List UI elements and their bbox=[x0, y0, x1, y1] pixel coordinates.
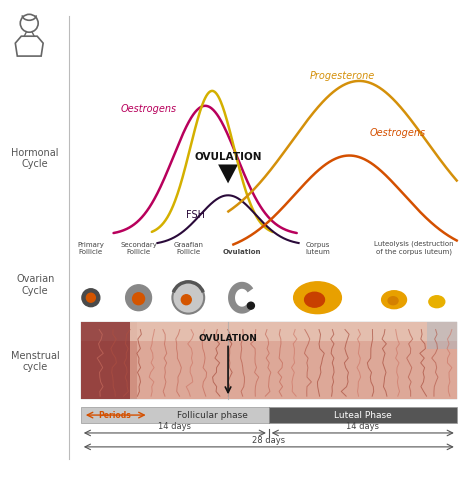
Text: Ovarian
Cycle: Ovarian Cycle bbox=[16, 274, 55, 296]
FancyBboxPatch shape bbox=[81, 322, 457, 341]
FancyBboxPatch shape bbox=[81, 322, 130, 399]
Text: Hormonal
Cycle: Hormonal Cycle bbox=[11, 148, 59, 169]
Ellipse shape bbox=[294, 282, 341, 314]
Text: Luteolysis (destruction
of the corpus luteum): Luteolysis (destruction of the corpus lu… bbox=[374, 241, 454, 255]
Circle shape bbox=[247, 302, 255, 309]
Circle shape bbox=[82, 289, 100, 307]
FancyBboxPatch shape bbox=[427, 322, 457, 349]
Text: OVULATION: OVULATION bbox=[199, 334, 257, 343]
Circle shape bbox=[126, 285, 152, 311]
Text: Primary
Follicle: Primary Follicle bbox=[77, 242, 104, 255]
Text: Graafian
Follicle: Graafian Follicle bbox=[173, 242, 203, 255]
Circle shape bbox=[86, 293, 95, 302]
Text: Oestrogens: Oestrogens bbox=[369, 128, 425, 138]
Text: OVULATION: OVULATION bbox=[194, 153, 262, 163]
FancyBboxPatch shape bbox=[137, 322, 457, 399]
Polygon shape bbox=[228, 282, 253, 314]
Text: Ovulation: Ovulation bbox=[223, 249, 261, 255]
FancyBboxPatch shape bbox=[269, 407, 457, 423]
FancyBboxPatch shape bbox=[81, 407, 269, 423]
Circle shape bbox=[182, 295, 191, 305]
Text: Follicular phase: Follicular phase bbox=[177, 411, 248, 419]
Ellipse shape bbox=[382, 291, 407, 309]
Circle shape bbox=[133, 293, 145, 305]
Text: Luteal Phase: Luteal Phase bbox=[334, 411, 392, 419]
Text: Oestrogens: Oestrogens bbox=[120, 104, 177, 114]
Text: 14 days: 14 days bbox=[158, 422, 191, 431]
Circle shape bbox=[173, 282, 204, 314]
Text: Corpus
luteum: Corpus luteum bbox=[305, 242, 330, 255]
Text: Secondary
Follicle: Secondary Follicle bbox=[120, 242, 157, 255]
Ellipse shape bbox=[305, 292, 325, 307]
Text: Menstrual
cycle: Menstrual cycle bbox=[11, 350, 60, 372]
Ellipse shape bbox=[429, 296, 445, 308]
Text: 14 days: 14 days bbox=[346, 422, 379, 431]
Text: Progesterone: Progesterone bbox=[310, 71, 375, 81]
Polygon shape bbox=[218, 165, 238, 183]
Text: Periods: Periods bbox=[99, 411, 131, 419]
Text: 28 days: 28 days bbox=[252, 436, 285, 445]
Ellipse shape bbox=[388, 297, 398, 305]
Text: FSH: FSH bbox=[186, 210, 205, 220]
FancyBboxPatch shape bbox=[81, 322, 457, 399]
